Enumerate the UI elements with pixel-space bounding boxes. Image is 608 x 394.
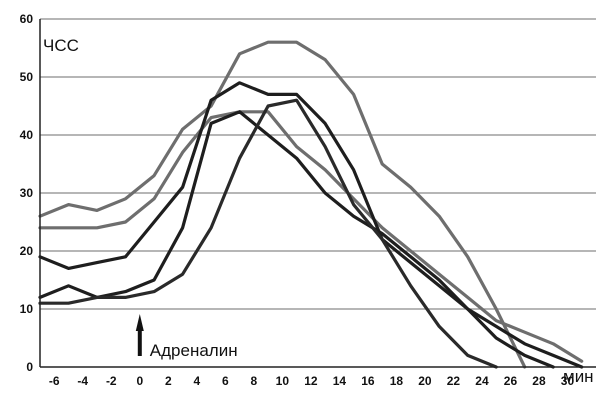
y-tick-label: 10 (20, 302, 34, 316)
y-axis-label: ЧСС (43, 36, 79, 55)
y-tick-label: 30 (20, 186, 34, 200)
series-line-4 (38, 110, 555, 369)
x-tick-label: 26 (504, 374, 518, 388)
x-tick-label: 24 (475, 374, 489, 388)
series-line-1 (38, 40, 527, 369)
x-tick-label: 0 (136, 374, 143, 388)
axes (39, 19, 596, 368)
y-tick-label: 50 (20, 70, 34, 84)
y-tick-label: 60 (20, 12, 34, 26)
x-tick-label: 14 (333, 374, 347, 388)
x-tick-label: 12 (304, 374, 318, 388)
x-tick-label: 4 (193, 374, 200, 388)
y-tick-labels: 0 10 20 30 40 50 60 (20, 12, 34, 374)
x-tick-label: 2 (165, 374, 172, 388)
x-tick-label: 30 (561, 374, 575, 388)
series-group (38, 40, 584, 369)
y-tick-label: 40 (20, 128, 34, 142)
y-tick-label: 0 (26, 360, 33, 374)
series-line-3 (38, 81, 584, 369)
x-tick-label: -4 (77, 374, 88, 388)
x-tick-label: 20 (418, 374, 432, 388)
x-tick-label: 28 (532, 374, 546, 388)
x-tick-label: -6 (49, 374, 60, 388)
x-tick-label: 10 (276, 374, 290, 388)
series-line-5 (38, 98, 498, 369)
series-line-2 (38, 110, 584, 363)
y-tick-label: 20 (20, 244, 34, 258)
x-tick-labels: -6 -4 -2 0 2 4 6 8 10 12 14 16 18 20 22 24 26 28 30 (49, 374, 575, 388)
annotation-arrow-head (135, 314, 144, 331)
x-axis-label: мин (563, 367, 594, 386)
x-tick-label: 6 (222, 374, 229, 388)
x-tick-label: 16 (361, 374, 375, 388)
x-tick-label: 8 (251, 374, 258, 388)
annotation: Адреналин (135, 314, 238, 360)
x-tick-label: 18 (390, 374, 404, 388)
x-tick-label: -2 (106, 374, 117, 388)
x-tick-label: 22 (447, 374, 461, 388)
annotation-label: Адреналин (150, 341, 238, 360)
